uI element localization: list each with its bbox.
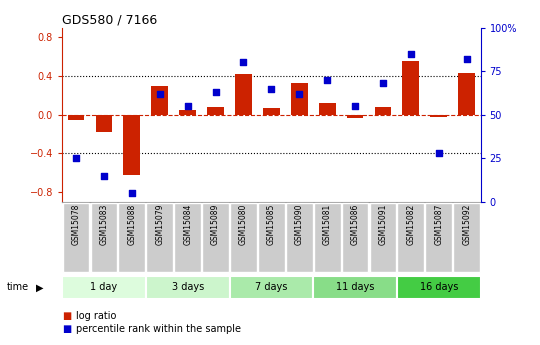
Point	[295, 91, 303, 97]
Bar	[96, 115, 112, 132]
Bar	[207, 107, 224, 115]
Bar	[313, 276, 397, 299]
Bar	[291, 83, 308, 115]
Point	[239, 60, 248, 65]
Bar	[124, 115, 140, 175]
Bar	[146, 276, 230, 299]
Bar	[174, 203, 201, 272]
Point	[183, 103, 192, 109]
Bar	[397, 276, 481, 299]
Bar	[397, 203, 424, 272]
Text: 16 days: 16 days	[420, 282, 458, 292]
Text: GSM15092: GSM15092	[462, 204, 471, 245]
Point	[351, 103, 360, 109]
Bar	[62, 276, 146, 299]
Text: GSM15090: GSM15090	[295, 204, 303, 245]
Bar	[118, 203, 145, 272]
Bar	[230, 203, 257, 272]
Text: GSM15084: GSM15084	[183, 204, 192, 245]
Point	[379, 81, 387, 86]
Bar	[342, 203, 368, 272]
Text: ■: ■	[62, 325, 71, 334]
Text: log ratio: log ratio	[76, 311, 116, 321]
Text: GSM15082: GSM15082	[406, 204, 415, 245]
Text: GSM15080: GSM15080	[239, 204, 248, 245]
Bar	[426, 203, 452, 272]
Text: 7 days: 7 days	[255, 282, 287, 292]
Bar	[319, 103, 335, 115]
Text: GSM15087: GSM15087	[434, 204, 443, 245]
Text: GSM15078: GSM15078	[71, 204, 80, 245]
Bar	[402, 60, 419, 115]
Bar	[202, 203, 229, 272]
Point	[267, 86, 275, 91]
Bar	[68, 115, 84, 120]
Text: time: time	[7, 283, 29, 292]
Text: 1 day: 1 day	[90, 282, 118, 292]
Text: ■: ■	[62, 311, 71, 321]
Point	[211, 89, 220, 95]
Text: GSM15086: GSM15086	[350, 204, 360, 245]
Bar	[230, 276, 313, 299]
Text: GSM15079: GSM15079	[156, 204, 164, 245]
Bar	[369, 203, 396, 272]
Point	[407, 51, 415, 57]
Text: GSM15085: GSM15085	[267, 204, 276, 245]
Bar	[453, 203, 480, 272]
Point	[434, 150, 443, 156]
Point	[156, 91, 164, 97]
Text: GSM15089: GSM15089	[211, 204, 220, 245]
Text: percentile rank within the sample: percentile rank within the sample	[76, 325, 241, 334]
Bar	[151, 86, 168, 115]
Point	[323, 77, 332, 83]
Bar	[314, 203, 341, 272]
Bar	[347, 115, 363, 118]
Bar	[458, 73, 475, 115]
Text: GSM15083: GSM15083	[99, 204, 109, 245]
Bar	[235, 74, 252, 115]
Bar	[286, 203, 313, 272]
Bar	[430, 115, 447, 117]
Text: GDS580 / 7166: GDS580 / 7166	[62, 13, 157, 27]
Text: 11 days: 11 days	[336, 282, 374, 292]
Bar	[263, 108, 280, 115]
Text: GSM15088: GSM15088	[127, 204, 136, 245]
Bar	[91, 203, 117, 272]
Text: GSM15081: GSM15081	[323, 204, 332, 245]
Bar	[258, 203, 285, 272]
Point	[127, 190, 136, 196]
Point	[99, 173, 108, 178]
Text: GSM15091: GSM15091	[379, 204, 388, 245]
Bar	[63, 203, 90, 272]
Point	[72, 156, 80, 161]
Point	[462, 56, 471, 62]
Bar	[146, 203, 173, 272]
Text: ▶: ▶	[36, 283, 44, 292]
Bar	[179, 110, 196, 115]
Text: 3 days: 3 days	[172, 282, 204, 292]
Bar	[375, 107, 392, 115]
